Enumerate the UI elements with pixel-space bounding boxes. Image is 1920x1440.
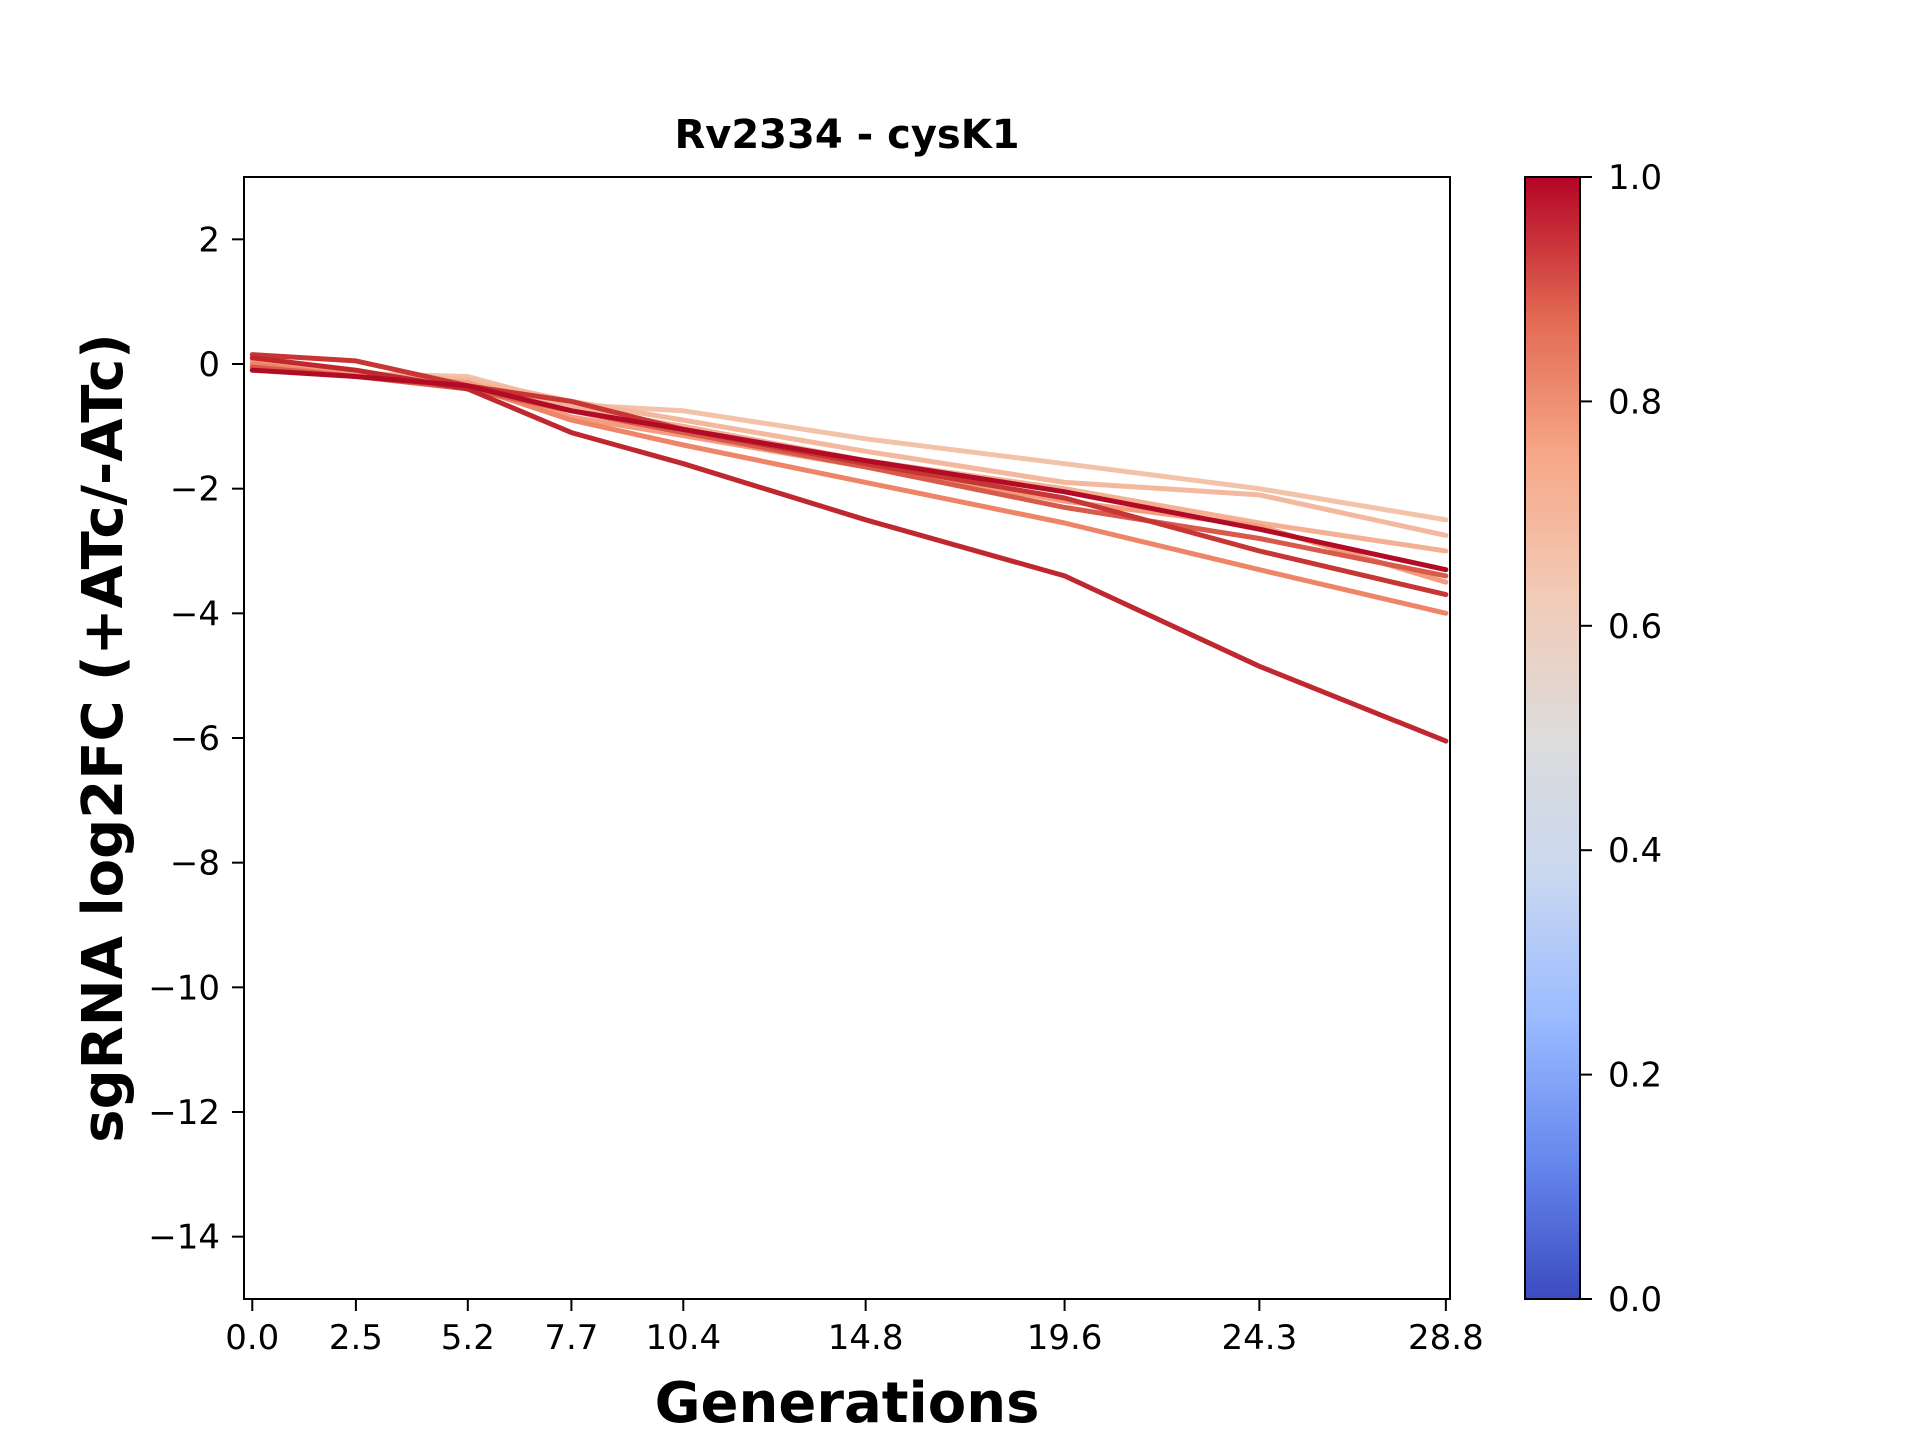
- colorbar-tick-label: 0.2: [1608, 1056, 1662, 1096]
- y-axis: 2 0 −2 −4 −6 −8 −10 −12 −14: [148, 220, 244, 1258]
- y-tick-label: −6: [170, 719, 220, 759]
- x-tick-label: 19.6: [1027, 1318, 1103, 1358]
- x-tick-label: 2.5: [329, 1318, 383, 1358]
- series-line-9: [249, 367, 1449, 573]
- colorbar: 0.0 0.2 0.4 0.6 0.8 1.0: [1524, 158, 1662, 1320]
- y-tick-label: −14: [148, 1218, 220, 1258]
- colorbar-tick-label: 0.0: [1608, 1280, 1662, 1320]
- plot-area: 0.0 2.5 5.2 7.7 10.4 14.8 19.6 24.3 28.8 2 0 −2 −4 −…: [148, 176, 1484, 1358]
- y-tick-label: −10: [148, 968, 220, 1008]
- y-axis-label: sgRNA log2FC (+ATc/-ATc): [71, 333, 136, 1143]
- x-tick-label: 28.8: [1408, 1318, 1484, 1358]
- colorbar-tick-label: 0.6: [1608, 607, 1662, 647]
- x-tick-label: 5.2: [441, 1318, 495, 1358]
- colorbar-tick-label: 0.8: [1608, 382, 1662, 422]
- y-tick-label: −4: [170, 594, 220, 634]
- colorbar-tick-label: 1.0: [1608, 158, 1662, 198]
- y-tick-label: −8: [170, 844, 220, 884]
- series-group: [249, 352, 1449, 744]
- x-tick-label: 24.3: [1222, 1318, 1298, 1358]
- y-tick-label: 0: [198, 345, 220, 385]
- y-tick-label: 2: [198, 220, 220, 260]
- plot-frame: [243, 176, 1451, 1300]
- y-tick-label: −12: [148, 1093, 220, 1133]
- series-line-8: [249, 355, 1449, 744]
- x-axis: 0.0 2.5 5.2 7.7 10.4 14.8 19.6 24.3 28.8: [225, 1299, 1484, 1358]
- x-axis-label: Generations: [655, 1371, 1040, 1436]
- x-tick-label: 0.0: [225, 1318, 279, 1358]
- x-tick-label: 10.4: [645, 1318, 721, 1358]
- y-tick-label: −2: [170, 470, 220, 510]
- colorbar-tick-label: 0.4: [1608, 831, 1662, 871]
- x-tick-label: 7.7: [544, 1318, 598, 1358]
- colorbar-ticks: 0.0 0.2 0.4 0.6 0.8 1.0: [1580, 158, 1662, 1320]
- chart-title: Rv2334 - cysK1: [674, 112, 1019, 158]
- x-tick-label: 14.8: [828, 1318, 904, 1358]
- colorbar-gradient: [1524, 176, 1581, 1300]
